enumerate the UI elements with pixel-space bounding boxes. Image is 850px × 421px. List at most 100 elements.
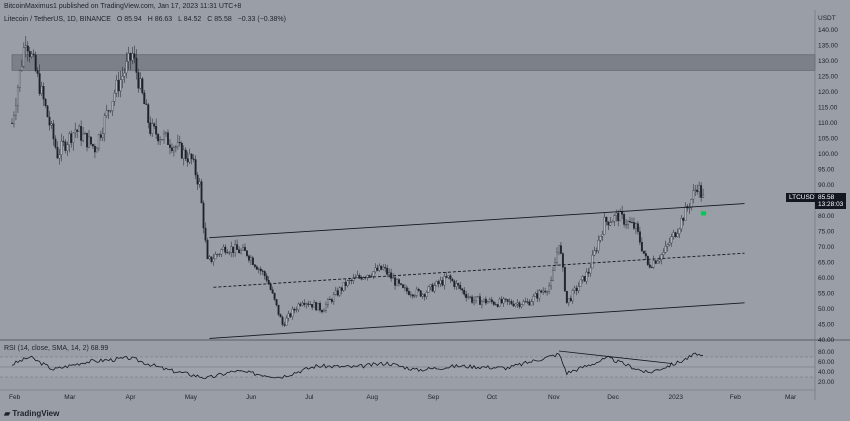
candle [496, 303, 499, 308]
candle-body [165, 132, 167, 135]
candle [149, 116, 152, 137]
candle [60, 133, 63, 162]
candle [433, 282, 436, 294]
candle-body [107, 110, 110, 112]
candle [490, 296, 493, 304]
candle-body [565, 290, 568, 303]
candle [445, 272, 448, 279]
price-axis[interactable]: 40.00 45.00 50.00 55.00 60.00 65.00 70.00 75.00… [818, 27, 838, 344]
candle-body [242, 247, 244, 251]
last-price: 85.58 [818, 194, 835, 201]
candle-body [366, 275, 369, 278]
candle [569, 295, 572, 302]
candle-body [658, 259, 661, 262]
candle [504, 298, 507, 303]
candle [271, 286, 274, 294]
candle-body [423, 294, 426, 297]
candle-body [194, 159, 197, 176]
candle [50, 120, 53, 129]
candle [163, 130, 165, 144]
candle [74, 122, 77, 138]
candle [192, 154, 195, 163]
candle-body [261, 270, 264, 272]
time-tick-label: Sep [428, 394, 440, 401]
candle [240, 248, 242, 255]
candle-body [346, 280, 349, 287]
candle-body [512, 303, 515, 307]
tradingview-logo[interactable]: ▰ TradingView [4, 409, 59, 418]
candle-body [60, 140, 63, 155]
candle-body [222, 246, 225, 250]
candle-body [526, 301, 529, 303]
time-axis[interactable]: Feb Mar Apr May Jun Jul Aug Sep Oct Nov Dec 2023 Feb… [9, 394, 797, 401]
candle-body [299, 303, 302, 306]
candle [109, 110, 112, 113]
candle [601, 230, 604, 241]
candle [423, 293, 426, 301]
candle-body [585, 271, 588, 282]
candle [186, 151, 189, 167]
candle-body [186, 158, 189, 163]
rsi-axis[interactable]: 80.00 60.00 40.00 20.00 [818, 349, 835, 386]
candle-body [342, 282, 345, 291]
candle-body [101, 133, 104, 138]
candle-body [510, 301, 513, 305]
candle-body [259, 268, 262, 272]
candle-body [82, 133, 85, 141]
candle [682, 217, 685, 226]
candle [56, 141, 59, 160]
candle-body [413, 295, 416, 297]
candle [479, 293, 481, 305]
ohlc-close: C 85.58 [207, 16, 232, 23]
candle-body [577, 286, 580, 292]
candle [13, 111, 15, 128]
candle-body [44, 98, 47, 106]
candle-body [330, 299, 333, 302]
candle-body [13, 114, 15, 124]
candle [90, 136, 92, 147]
candle [565, 290, 568, 305]
candle [151, 118, 154, 137]
candle-body [455, 283, 458, 287]
candle-body [234, 244, 237, 253]
candle-body [54, 138, 57, 148]
candle [28, 46, 31, 63]
candle [378, 263, 381, 272]
candle [463, 287, 466, 297]
candle [212, 253, 215, 266]
rsi-label: RSI (14, close, SMA, 14, 2) [4, 345, 89, 352]
candle-body [482, 298, 485, 302]
candle [330, 298, 333, 304]
candle [14, 98, 17, 121]
candle-body [111, 101, 114, 111]
price-tick-label: 125.00 [818, 74, 838, 81]
candle-body [159, 139, 162, 142]
candle-body [263, 271, 266, 277]
candle [417, 287, 420, 292]
candle [84, 131, 87, 135]
candle [561, 252, 564, 272]
candle-body [587, 271, 590, 274]
candle-body [646, 255, 649, 265]
price-tick-label: 70.00 [818, 244, 835, 251]
candle [34, 51, 37, 73]
candle-body [161, 139, 164, 141]
candle [431, 282, 434, 292]
candle-body [297, 303, 300, 310]
candle [38, 64, 41, 96]
candle-body [433, 285, 436, 292]
candle [473, 296, 475, 306]
candle-body [498, 298, 501, 307]
candle [169, 139, 171, 155]
candle-body [451, 278, 454, 282]
candle [129, 52, 132, 70]
candle-body [516, 302, 519, 305]
candle [688, 203, 691, 214]
candle [510, 299, 513, 305]
candle [627, 219, 630, 230]
candle-body [402, 284, 404, 288]
ohlc-change: −0.33 (−0.38%) [237, 16, 286, 23]
candle [587, 267, 590, 277]
candle-body [62, 140, 65, 142]
